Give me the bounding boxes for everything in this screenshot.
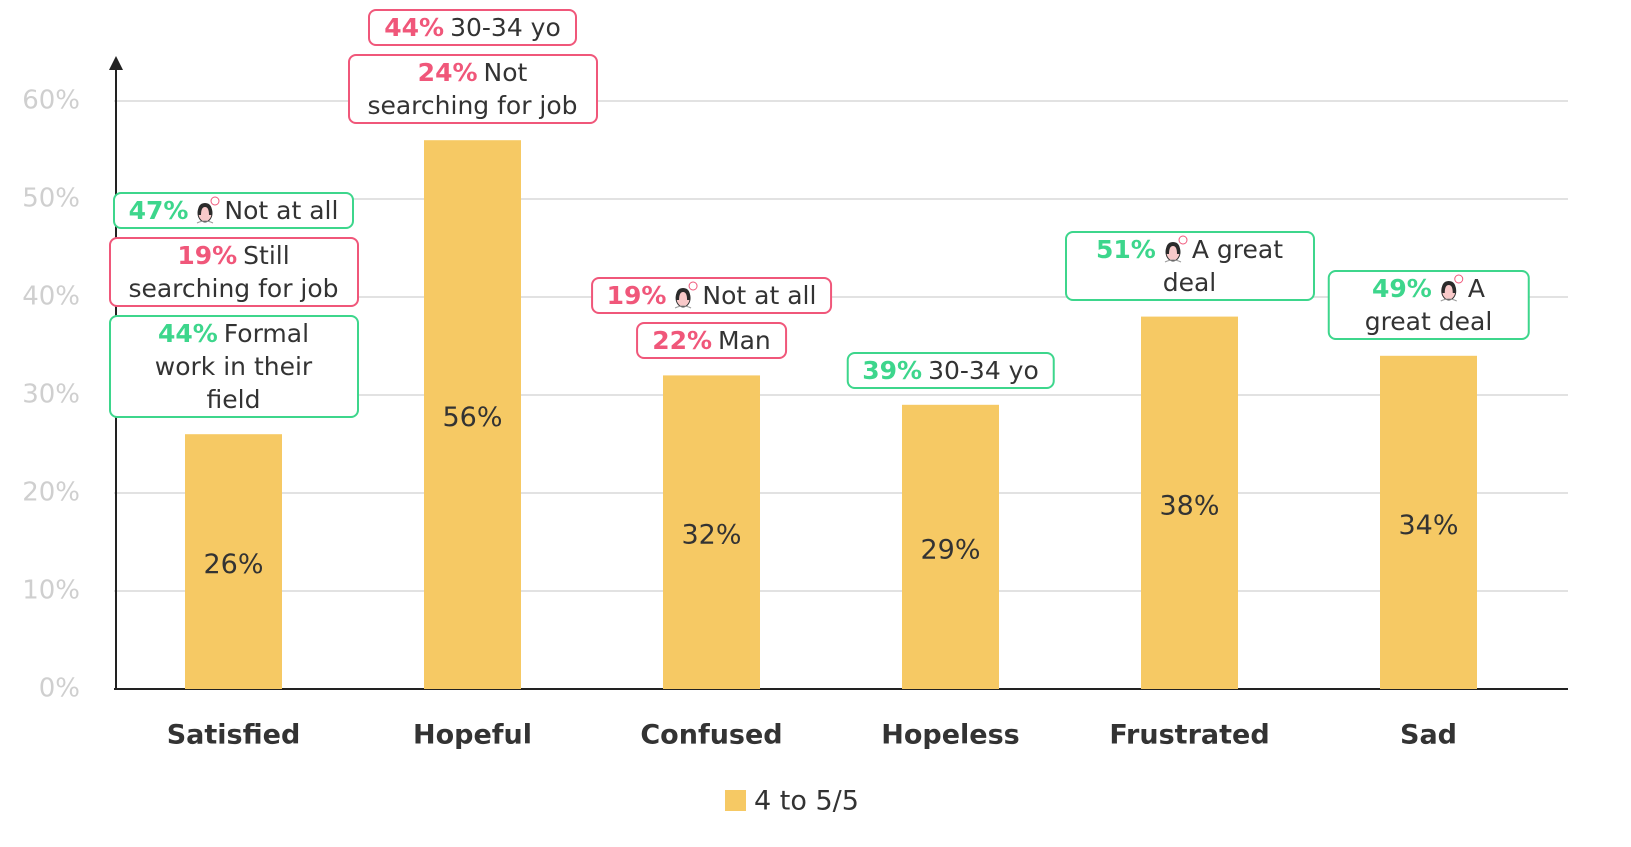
- icon-hair: [1441, 280, 1456, 293]
- annotation-percent: 24%: [417, 58, 478, 88]
- annotation-percent: 22%: [652, 326, 713, 356]
- annotation-percent: 19%: [177, 241, 238, 271]
- value-label: 34%: [1398, 510, 1458, 541]
- bar: [185, 434, 282, 689]
- y-axis-arrow: [109, 56, 123, 70]
- y-tick-label: 60%: [22, 86, 80, 116]
- icon-base: [1164, 259, 1182, 263]
- annotation-box: 19% Still searching for job: [108, 237, 359, 308]
- annotation-text: Man: [718, 326, 771, 356]
- annotation-stack: 51% A great deal: [1064, 230, 1315, 301]
- annotation-text: Formal work in their field: [154, 319, 313, 415]
- icon-hair: [676, 288, 691, 301]
- annotation-stack: 44% 30-34 yo 24% Not searching for job: [347, 9, 598, 125]
- annotation-box: 19% Not at all: [590, 277, 833, 315]
- x-tick-label: Hopeful: [413, 720, 532, 751]
- person-icon: [197, 196, 220, 224]
- annotation-text: Still searching for job: [128, 241, 339, 304]
- annotation-box: 22% Man: [636, 322, 787, 360]
- annotation-text: Not searching for job: [367, 58, 578, 121]
- bar: [902, 404, 999, 689]
- annotation-percent: 49%: [1372, 273, 1432, 303]
- y-tick-label: 10%: [22, 576, 80, 606]
- annotation-stack: 39% 30-34 yo: [846, 351, 1055, 389]
- annotation-text: Not at all: [702, 281, 817, 311]
- annotation-text: 30-34 yo: [928, 355, 1039, 385]
- icon-hair: [1165, 241, 1180, 254]
- value-label: 56%: [442, 402, 502, 433]
- value-label: 29%: [920, 534, 980, 565]
- person-icon: [1164, 235, 1188, 263]
- value-label: 32%: [681, 520, 741, 551]
- annotation-stack: 19% Not at all 22% Man: [590, 277, 833, 360]
- bar: [1141, 316, 1238, 689]
- annotation-stack: 47% Not at all 19% Still searching for job 4…: [108, 192, 359, 419]
- annotation-box: 24% Not searching for job: [347, 54, 598, 125]
- annotation-percent: 39%: [862, 355, 923, 385]
- y-tick-label: 40%: [22, 282, 80, 312]
- annotation-box: 39% 30-34 yo: [846, 351, 1055, 389]
- x-tick-label: Hopeless: [881, 720, 1020, 751]
- person-icon: [1440, 274, 1464, 302]
- person-icon: [675, 281, 698, 309]
- icon-bubble: [688, 281, 698, 291]
- y-tick-label: 0%: [39, 674, 80, 704]
- legend-label: 4 to 5/5: [754, 786, 859, 817]
- annotation-percent: 47%: [128, 196, 189, 226]
- annotation-box: 44% Formal work in their field: [108, 315, 359, 419]
- x-tick-label: Frustrated: [1109, 720, 1269, 751]
- icon-bubble: [1178, 235, 1188, 245]
- icon-base: [197, 220, 214, 224]
- icon-base: [675, 305, 692, 309]
- icon-hair: [198, 203, 213, 216]
- bar: [1380, 355, 1477, 689]
- y-tick-label: 50%: [22, 184, 80, 214]
- icon-bubble: [210, 196, 220, 206]
- annotation-text: A great deal: [1364, 273, 1493, 336]
- annotation-stack: 49% A great deal: [1327, 269, 1530, 340]
- legend-swatch: [725, 790, 746, 811]
- annotation-box: 51% A great deal: [1064, 230, 1315, 301]
- icon-base: [1440, 298, 1458, 302]
- value-label: 38%: [1159, 490, 1219, 521]
- bar: [663, 375, 760, 689]
- annotation-box: 44% 30-34 yo: [368, 9, 577, 47]
- annotation-text: 30-34 yo: [450, 13, 561, 43]
- annotation-box: 49% A great deal: [1327, 269, 1530, 340]
- y-tick-label: 20%: [22, 478, 80, 508]
- annotation-text: Not at all: [224, 196, 339, 226]
- annotation-text: A great deal: [1162, 234, 1283, 297]
- annotation-percent: 44%: [157, 319, 218, 349]
- x-tick-label: Sad: [1400, 720, 1457, 751]
- x-tick-label: Confused: [640, 720, 782, 751]
- y-tick-label: 30%: [22, 380, 80, 410]
- value-label: 26%: [203, 549, 263, 580]
- x-tick-label: Satisfied: [167, 720, 301, 751]
- annotation-percent: 51%: [1096, 234, 1156, 264]
- icon-bubble: [1454, 274, 1464, 284]
- annotation-percent: 19%: [606, 281, 667, 311]
- annotation-box: 47% Not at all: [112, 192, 355, 230]
- bar: [424, 140, 521, 689]
- annotation-percent: 44%: [384, 13, 445, 43]
